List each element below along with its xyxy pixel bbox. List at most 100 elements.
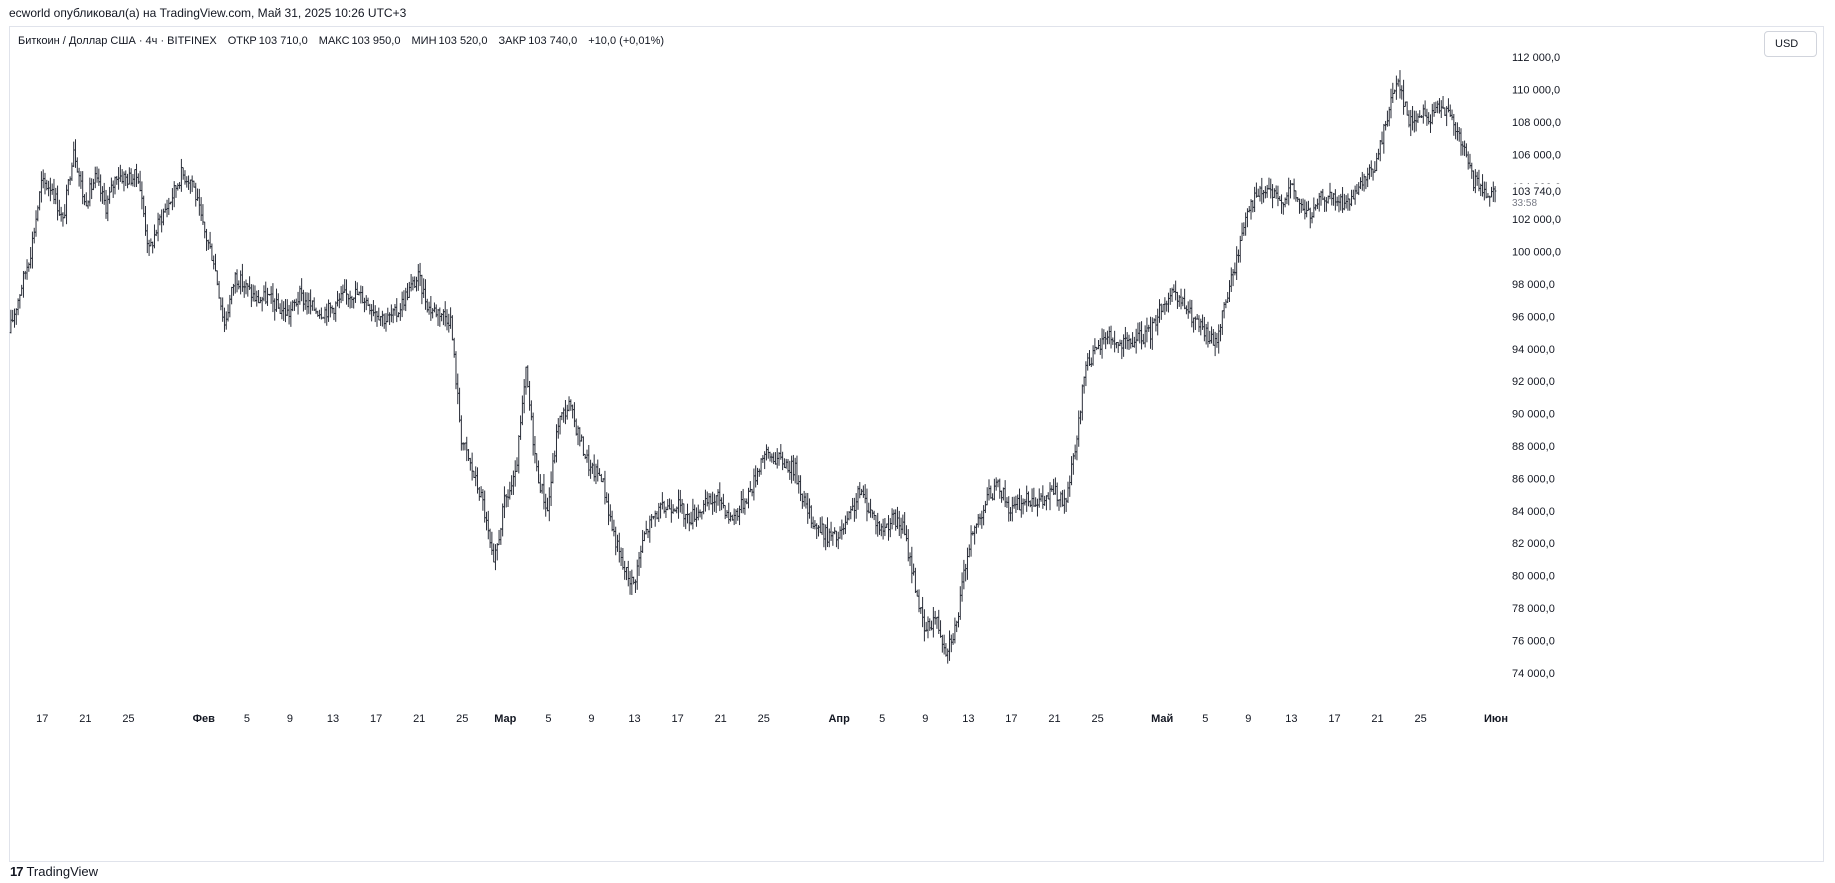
ohlc-bar [25,259,29,280]
ohlc-bar [1064,497,1068,512]
ohlc-bar [982,505,985,526]
ohlc-bar [76,157,79,173]
ohlc-bar [56,185,59,221]
ohlc-bar [1204,323,1208,345]
ohlc-bar [458,387,461,423]
ohlc-bar [948,630,951,661]
ohlc-bar [610,510,614,532]
ohlc-bar [94,166,97,189]
time-axis[interactable]: 17 21 25 Фев 5 9 13 17 21 25 Мар 5 9 13 17 21 25 Апр 5 9 13 1… [36,713,1508,725]
ohlc-bar [811,516,815,529]
last-price-marker: 103 740,033:58 [1504,184,1566,211]
ohlc-bar [569,399,573,411]
ohlc-bar [1359,177,1362,190]
ohlc-bar [743,498,747,515]
ohlc-bar [1154,314,1158,332]
ohlc-bar [964,563,967,582]
ohlc-bar [1127,334,1131,350]
ohlc-bar [244,279,248,295]
ohlc-bar [336,290,339,307]
ohlc-bar [390,304,393,323]
time-tick-label: 13 [327,713,339,725]
price-tick-label: 82 000,0 [1512,538,1555,550]
currency-button[interactable]: USD [1764,31,1817,57]
ohlc-bar [528,380,531,411]
ohlc-bar [808,498,811,519]
ohlc-bar [1063,489,1066,514]
ohlc-bar [140,181,144,210]
price-tick-label: 112 000,0 [1512,52,1560,64]
ohlc-bar [417,264,420,291]
time-tick-label: 5 [1202,713,1208,725]
ohlc-bar [785,458,788,469]
ohlc-bar [433,302,436,313]
ohlc-bar [819,517,822,534]
ohlc-bar [756,467,759,485]
ohlc-bar [61,212,65,227]
ohlc-bar [393,303,397,316]
ohlc-bar [1411,106,1414,131]
ohlc-bar [469,457,472,471]
ohlc-bar [596,459,599,482]
ohlc-bar [723,504,727,520]
time-tick-label: 25 [758,713,770,725]
ohlc-bar [704,489,707,512]
ohlc-bar [790,455,793,484]
ohlc-bar [255,290,258,307]
ohlc-bar [524,366,528,395]
ohlc-bar [1237,249,1240,263]
ohlc-bar [777,452,781,466]
ohlc-bar [151,241,154,254]
ohlc-bar [1190,299,1194,328]
ohlc-bar [124,170,127,187]
ohlc-bar [1244,212,1247,236]
ohlc-bar [698,509,702,518]
ohlc-bar [379,315,382,326]
ohlc-bar [1289,180,1292,199]
ohlc-bar [815,523,818,539]
ohlc-bar [675,506,678,514]
ohlc-bar [653,510,657,527]
ohlc-bar [503,486,506,519]
symbol-title[interactable]: Биткоин / Доллар США · 4ч · BITFINEX [18,35,217,47]
time-tick-label: 9 [1245,713,1251,725]
ohlc-bar [1161,303,1165,313]
ohlc-bar [1016,494,1019,510]
ohlc-bar [1176,291,1179,309]
ohlc-bar [1391,82,1395,104]
ohlc-bar [1188,299,1192,314]
ohlc-bar [666,499,669,511]
ohlc-bar [732,508,736,526]
ohlc-bar [18,294,22,309]
ohlc-bar [174,185,178,198]
ohlc-bar [427,301,431,315]
ohlc-bar [539,474,542,494]
ohlc-bar [1197,315,1201,333]
ohlc-bar [1239,235,1242,263]
ohlc-bar [1011,496,1014,522]
ohlc-bar [628,570,632,595]
open-label: ОТКР [227,35,257,47]
ohlc-bar [354,280,357,303]
ohlc-bar [846,511,849,525]
price-axis[interactable]: 74 000,0 76 000,0 78 000,0 80 000,0 82 000,0… [1512,52,1561,680]
ohlc-bar [167,197,171,215]
ohlc-bar [1337,195,1341,213]
ohlc-bar [980,510,984,529]
ohlc-bar [22,270,25,298]
ohlc-bar [1068,475,1071,497]
ohlc-bar [1025,485,1028,512]
ohlc-bar [246,283,249,297]
ohlc-bar [1021,498,1025,515]
ohlc-bar [221,297,224,322]
ohlc-bar [1405,101,1409,116]
ohlc-bar [548,487,551,522]
ohlc-bar [989,485,992,499]
ohlc-bar [636,559,639,590]
symbol-legend: Биткоин / Доллар США · 4ч · BITFINEX ОТК… [18,34,666,48]
ohlc-bar [1321,188,1325,201]
ohlc-bar [973,525,976,545]
ohlc-bar [325,303,328,326]
ohlc-bar [314,307,318,315]
